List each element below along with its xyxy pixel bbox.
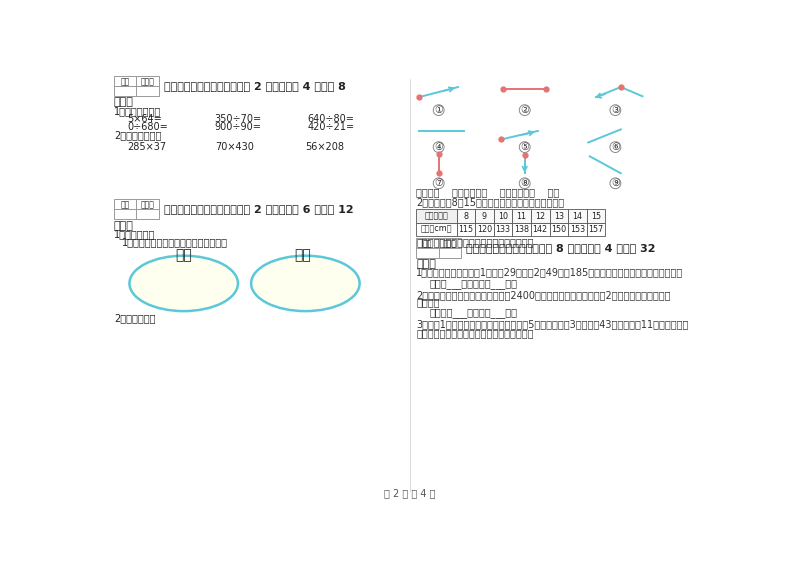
- Text: 评卷人: 评卷人: [443, 239, 457, 248]
- Text: ③: ③: [611, 105, 620, 115]
- Text: ④: ④: [434, 142, 443, 152]
- Text: 142: 142: [533, 225, 548, 233]
- Text: 得分: 得分: [121, 77, 130, 86]
- Text: 157: 157: [588, 225, 604, 233]
- Text: 11: 11: [517, 211, 526, 220]
- Text: 13: 13: [554, 211, 564, 220]
- Text: ⑧: ⑧: [520, 179, 529, 188]
- Text: ⑦: ⑦: [434, 179, 443, 188]
- Text: 56×208: 56×208: [306, 142, 344, 152]
- Text: 2．用竖式计算。: 2．用竖式计算。: [114, 131, 162, 141]
- Text: 10: 10: [498, 211, 508, 220]
- Bar: [114, 76, 159, 96]
- Text: 答：大米___吨，白面___吨。: 答：大米___吨，白面___吨。: [430, 308, 518, 319]
- Ellipse shape: [130, 256, 238, 311]
- Text: 350÷70=: 350÷70=: [214, 114, 262, 124]
- Text: ⑥: ⑥: [611, 142, 620, 152]
- Text: 答：买___件，还剩下___元。: 答：买___件，还剩下___元。: [430, 279, 518, 289]
- Bar: [568, 223, 586, 236]
- Text: 115: 115: [458, 225, 474, 233]
- Text: 2．小美在她8到15岁每年的生日测得的身高如下表。: 2．小美在她8到15岁每年的生日测得的身高如下表。: [416, 197, 564, 207]
- Bar: [416, 223, 457, 236]
- Text: 1．综合训练。: 1．综合训练。: [114, 229, 155, 239]
- Text: 8: 8: [463, 211, 468, 220]
- Text: ②: ②: [520, 105, 529, 115]
- Bar: [457, 210, 475, 223]
- Text: 15: 15: [591, 211, 601, 220]
- Text: 1．直接写得数。: 1．直接写得数。: [114, 106, 161, 116]
- Text: 285×37: 285×37: [127, 142, 166, 152]
- Text: 分）。: 分）。: [114, 221, 134, 231]
- Text: 900÷90=: 900÷90=: [214, 122, 262, 132]
- Bar: [531, 210, 550, 223]
- Bar: [416, 238, 461, 258]
- Text: 1．把下面的各角度数填入相应的圆里。: 1．把下面的各角度数填入相应的圆里。: [122, 238, 228, 247]
- Text: 150: 150: [551, 225, 566, 233]
- Bar: [512, 223, 531, 236]
- Text: ①: ①: [434, 105, 443, 115]
- Text: 得分: 得分: [121, 201, 130, 210]
- Text: 2．看图填空。: 2．看图填空。: [114, 313, 155, 323]
- Bar: [550, 210, 568, 223]
- Text: 5×64=: 5×64=: [127, 114, 162, 124]
- Text: 得分: 得分: [423, 239, 432, 248]
- Text: 评卷人: 评卷人: [141, 201, 154, 210]
- Bar: [475, 223, 494, 236]
- Text: 身高（cm）: 身高（cm）: [421, 225, 452, 233]
- Text: 分）。: 分）。: [416, 259, 436, 269]
- Bar: [416, 210, 457, 223]
- Text: 70×430: 70×430: [214, 142, 254, 152]
- Text: 多少吨？: 多少吨？: [416, 298, 440, 308]
- Text: 120: 120: [477, 225, 492, 233]
- Bar: [494, 210, 512, 223]
- Text: 420÷21=: 420÷21=: [308, 122, 355, 132]
- Text: 直线有（    ），射线有（    ），线段有（    ）。: 直线有（ ），射线有（ ），线段有（ ）。: [416, 188, 559, 198]
- Text: 年龄（岁）: 年龄（岁）: [425, 211, 448, 220]
- Bar: [550, 223, 568, 236]
- Ellipse shape: [251, 256, 360, 311]
- Bar: [531, 223, 550, 236]
- Text: 根据上面的统计表，完成下面的折线统计图。: 根据上面的统计表，完成下面的折线统计图。: [416, 238, 534, 247]
- Bar: [512, 210, 531, 223]
- Text: 133: 133: [495, 225, 510, 233]
- Text: 五、认真思考，综合能力（共 2 小题，每题 6 分，共 12: 五、认真思考，综合能力（共 2 小题，每题 6 分，共 12: [163, 205, 353, 215]
- Bar: [114, 199, 159, 219]
- Text: 第 2 页 共 4 页: 第 2 页 共 4 页: [384, 489, 436, 498]
- Text: 1．商场搞促销活动，买1件体恤29元，买2件49元，185元最多可以买多少件，还剩多少钱？: 1．商场搞促销活动，买1件体恤29元，买2件49元，185元最多可以买多少件，还…: [416, 268, 683, 277]
- Text: 六、应用知识，解决问题（共 8 小题，每题 4 分，共 32: 六、应用知识，解决问题（共 8 小题，每题 4 分，共 32: [466, 243, 655, 253]
- Text: 640÷80=: 640÷80=: [308, 114, 354, 124]
- Text: ⑨: ⑨: [611, 179, 620, 188]
- Bar: [475, 210, 494, 223]
- Text: ⑤: ⑤: [520, 142, 529, 152]
- Text: 153: 153: [570, 225, 585, 233]
- Bar: [494, 223, 512, 236]
- Text: 3．四（1）班同学去公园划船，大船限坐5人，小船限坐3人，全班43人，共租了11条船，大船、: 3．四（1）班同学去公园划船，大船限坐5人，小船限坐3人，全班43人，共租了11…: [416, 319, 689, 329]
- Text: 14: 14: [573, 211, 582, 220]
- Bar: [586, 223, 606, 236]
- Text: 评卷人: 评卷人: [141, 77, 154, 86]
- Text: 2．某粮店上月运进大米和白面共有2400吨，已知运进大米比白面多2倍，运进大米和白面各: 2．某粮店上月运进大米和白面共有2400吨，已知运进大米比白面多2倍，运进大米和…: [416, 290, 670, 300]
- Text: 分）。: 分）。: [114, 97, 134, 107]
- Bar: [457, 223, 475, 236]
- Text: 四、看清题目，细心计算（共 2 小题，每题 4 分，共 8: 四、看清题目，细心计算（共 2 小题，每题 4 分，共 8: [163, 81, 346, 92]
- Text: 9: 9: [482, 211, 487, 220]
- Bar: [568, 210, 586, 223]
- Text: 小船正好都坐满，问大船、小船各租了几条？: 小船正好都坐满，问大船、小船各租了几条？: [416, 328, 534, 338]
- Bar: [586, 210, 606, 223]
- Text: 钝角: 钝角: [294, 248, 311, 262]
- Text: 12: 12: [535, 211, 546, 220]
- Text: 锐角: 锐角: [175, 248, 192, 262]
- Text: 0÷680=: 0÷680=: [127, 122, 168, 132]
- Text: 138: 138: [514, 225, 529, 233]
